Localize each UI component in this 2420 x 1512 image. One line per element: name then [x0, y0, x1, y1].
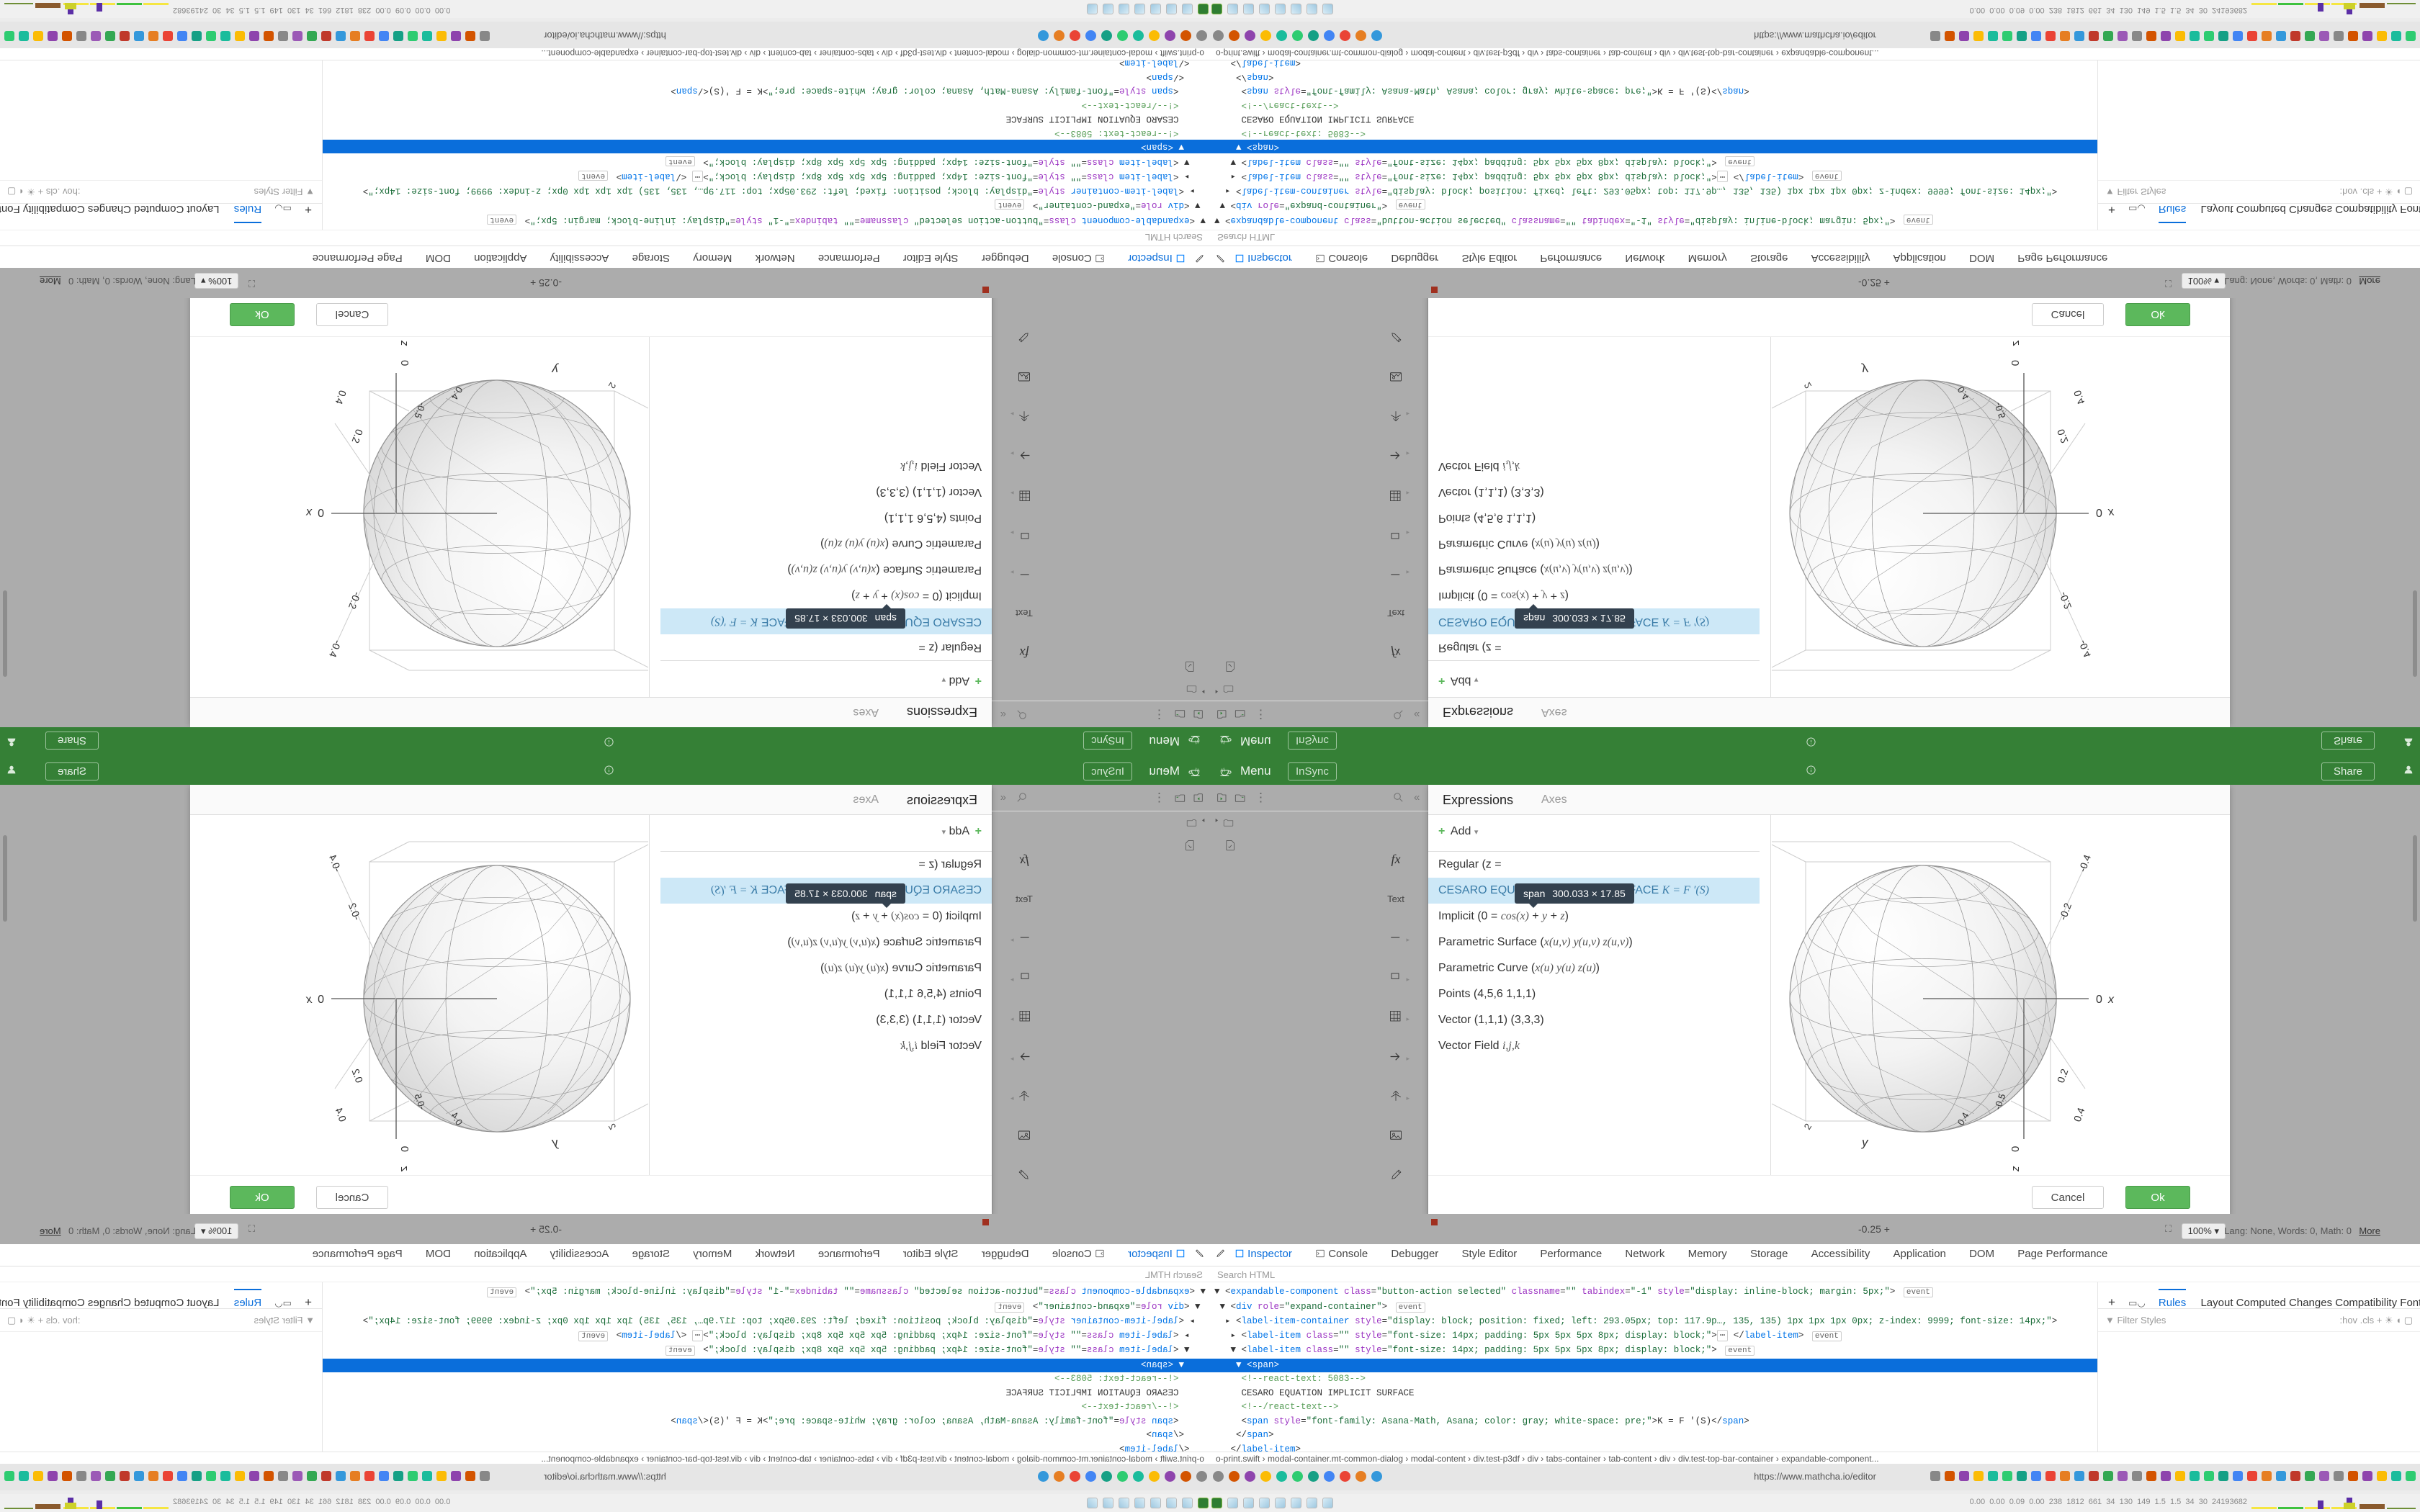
svg-text:x: x	[2107, 994, 2115, 1006]
svg-text:-0.2: -0.2	[2057, 590, 2074, 611]
svg-text:y: y	[551, 1135, 559, 1149]
svg-text:z: z	[398, 340, 411, 346]
svg-text:y: y	[1861, 1135, 1869, 1149]
svg-text:0.2: 0.2	[2055, 1067, 2071, 1084]
svg-text:0: 0	[2009, 1146, 2022, 1152]
svg-text:0: 0	[398, 1146, 411, 1152]
svg-text:z: z	[398, 1166, 411, 1172]
svg-text:0: 0	[398, 360, 411, 366]
svg-text:2: 2	[1802, 1122, 1814, 1132]
svg-text:-0.4: -0.4	[327, 639, 344, 659]
svg-text:x: x	[305, 994, 313, 1006]
svg-text:y: y	[1861, 363, 1869, 377]
svg-text:0.2: 0.2	[349, 1067, 365, 1084]
svg-text:0: 0	[318, 506, 324, 518]
svg-text:-0.2: -0.2	[346, 590, 363, 611]
svg-text:x: x	[305, 506, 313, 518]
svg-text:-0.4: -0.4	[2076, 639, 2093, 659]
svg-text:0: 0	[2009, 360, 2022, 366]
svg-text:0.4: 0.4	[333, 1106, 349, 1123]
svg-text:y: y	[551, 363, 559, 377]
svg-text:2: 2	[606, 381, 619, 391]
svg-text:z: z	[2009, 340, 2022, 346]
svg-text:z: z	[2009, 1166, 2022, 1172]
svg-text:-0.2: -0.2	[346, 901, 363, 922]
svg-text:0.4: 0.4	[2071, 389, 2087, 406]
svg-text:0: 0	[2096, 506, 2102, 518]
svg-text:0: 0	[2096, 994, 2102, 1006]
svg-text:-0.2: -0.2	[2057, 901, 2074, 922]
svg-text:2: 2	[606, 1122, 619, 1132]
svg-text:0.2: 0.2	[349, 428, 365, 445]
svg-text:0: 0	[318, 994, 324, 1006]
svg-text:0.2: 0.2	[2055, 428, 2071, 445]
svg-text:-0.4: -0.4	[327, 853, 344, 873]
svg-text:2: 2	[1802, 381, 1814, 391]
svg-text:-0.4: -0.4	[2076, 853, 2093, 873]
svg-text:0.4: 0.4	[2071, 1106, 2087, 1123]
svg-text:x: x	[2107, 506, 2115, 518]
svg-text:0.4: 0.4	[333, 389, 349, 406]
